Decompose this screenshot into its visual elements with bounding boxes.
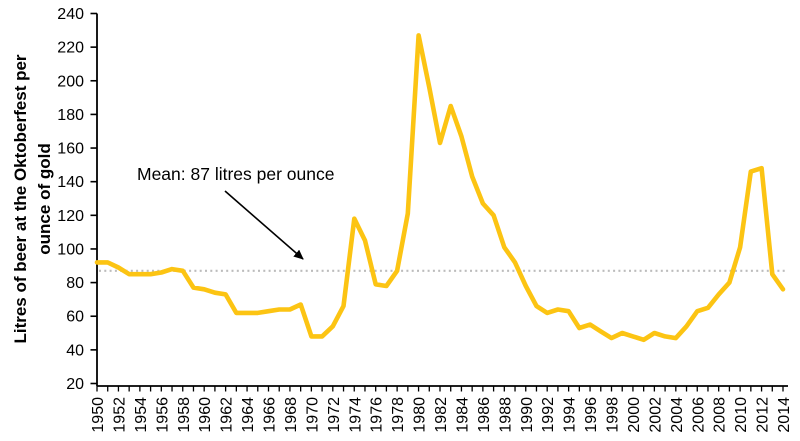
- x-tick-label: 1984: [454, 397, 471, 433]
- x-tick-label: 2010: [733, 397, 750, 433]
- x-tick-label: 2002: [647, 397, 664, 433]
- y-tick-label: 80: [66, 275, 84, 292]
- x-tick-label: 1978: [390, 397, 407, 433]
- x-tick-label: 1964: [240, 397, 257, 433]
- x-tick-label: 1974: [347, 397, 364, 433]
- x-tick-label: 1972: [326, 397, 343, 433]
- x-tick-label: 1980: [412, 397, 429, 433]
- x-tick-label: 1954: [133, 397, 150, 433]
- y-tick-label: 220: [57, 40, 84, 57]
- x-tick-label: 1950: [90, 397, 107, 433]
- x-tick-label: 2014: [776, 397, 793, 433]
- y-tick-label: 20: [66, 376, 84, 393]
- x-tick-label: 1996: [583, 397, 600, 433]
- y-axis-title-line1: Litres of beer at the Oktoberfest per: [11, 54, 30, 344]
- x-tick-label: 2006: [690, 397, 707, 433]
- x-tick-label: 1960: [197, 397, 214, 433]
- x-tick-label: 1958: [176, 397, 193, 433]
- mean-annotation-label: Mean: 87 litres per ounce: [137, 164, 335, 184]
- x-tick-label: 1992: [540, 397, 557, 433]
- x-tick-label: 2004: [669, 397, 686, 433]
- y-tick-label: 100: [57, 241, 84, 258]
- x-tick-label: 1952: [111, 397, 128, 433]
- y-tick-label: 240: [57, 6, 84, 23]
- x-tick-label: 1966: [262, 397, 279, 433]
- x-tick-label: 1976: [369, 397, 386, 433]
- x-tick-label: 1988: [497, 397, 514, 433]
- x-tick-label: 1990: [519, 397, 536, 433]
- y-tick-label: 40: [66, 342, 84, 359]
- x-tick-label: 1956: [154, 397, 171, 433]
- y-tick-label: 200: [57, 73, 84, 90]
- y-tick-label: 180: [57, 107, 84, 124]
- x-tick-label: 1968: [283, 397, 300, 433]
- y-tick-label: 120: [57, 208, 84, 225]
- beer-per-ounce-line: [94, 33, 786, 343]
- x-tick-label: 1970: [304, 397, 321, 433]
- x-tick-label: 2008: [712, 397, 729, 433]
- y-axis-title-line2: ounce of gold: [35, 143, 54, 255]
- x-tick-label: 1962: [219, 397, 236, 433]
- y-tick-label: 160: [57, 141, 84, 158]
- x-tick-label: 1994: [562, 397, 579, 433]
- x-tick-label: 1998: [605, 397, 622, 433]
- x-tick-label: 1986: [476, 397, 493, 433]
- x-tick-label: 2000: [626, 397, 643, 433]
- y-tick-label: 140: [57, 174, 84, 191]
- x-tick-label: 2012: [755, 397, 772, 433]
- mean-annotation-arrow: [224, 190, 304, 260]
- y-tick-label: 60: [66, 309, 84, 326]
- x-tick-label: 1982: [433, 397, 450, 433]
